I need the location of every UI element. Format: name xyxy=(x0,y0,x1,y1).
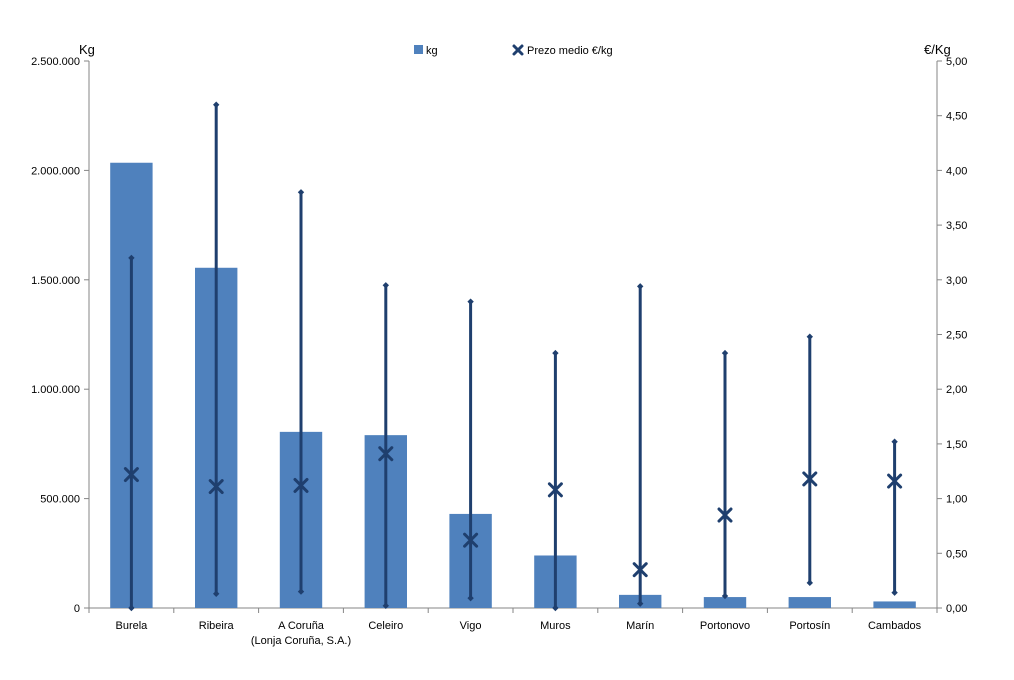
price-min-marker xyxy=(807,580,813,586)
category-label: A Coruña(Lonja Coruña, S.A.) xyxy=(251,620,351,647)
category-label: Portonovo xyxy=(700,620,750,632)
bar-kg xyxy=(873,601,915,608)
price-max-marker xyxy=(807,333,813,339)
right-axis-tick-label: 4,00 xyxy=(946,165,967,177)
price-max-marker xyxy=(467,298,473,304)
right-axis-tick-label: 5,00 xyxy=(946,56,967,68)
legend-x-icon xyxy=(514,46,522,54)
bar-kg xyxy=(789,597,831,608)
right-axis-tick-label: 2,00 xyxy=(946,384,967,396)
legend-price-marker xyxy=(514,46,522,54)
price-max-marker xyxy=(891,439,897,445)
right-axis-tick-label: 3,50 xyxy=(946,220,967,232)
right-axis-tick-label: 1,50 xyxy=(946,439,967,451)
category-label: Ribeira xyxy=(199,620,235,632)
category-label: Celeiro xyxy=(368,620,403,632)
price-max-marker xyxy=(213,102,219,108)
legend-kg-swatch xyxy=(414,45,423,54)
category-label: Muros xyxy=(540,620,571,632)
category-label: Portosín xyxy=(789,620,830,632)
bars-layer xyxy=(110,163,916,608)
left-axis-tick-label: 500.000 xyxy=(40,494,80,506)
legend-kg-label: kg xyxy=(426,45,438,57)
right-axis-tick-label: 3,00 xyxy=(946,275,967,287)
category-label: Marín xyxy=(626,620,654,632)
legend: kg Prezo medio €/kg xyxy=(414,45,613,57)
price-max-marker xyxy=(552,350,558,356)
right-axis-tick-label: 0,50 xyxy=(946,548,967,560)
price-max-marker xyxy=(637,283,643,289)
price-max-marker xyxy=(298,189,304,195)
right-axis-tick-label: 0,00 xyxy=(946,603,967,615)
labels-layer: 2.500.000 2.000.000 1.500.000 1.000.000 500.… xyxy=(31,56,967,647)
category-label: Cambados xyxy=(868,620,922,632)
left-axis-tick-label: 0 xyxy=(74,603,80,615)
right-axis-tick-label: 2,50 xyxy=(946,330,967,342)
left-axis-tick-label: 2.500.000 xyxy=(31,56,80,68)
price-range-layer xyxy=(125,102,900,612)
left-axis-tick-label: 1.500.000 xyxy=(31,275,80,287)
category-label: Burela xyxy=(116,620,149,632)
left-axis-title: Kg xyxy=(79,42,95,57)
left-axis-tick-label: 2.000.000 xyxy=(31,165,80,177)
right-axis-title: €/Kg xyxy=(924,42,951,57)
left-axis-tick-label: 1.000.000 xyxy=(31,384,80,396)
price-max-marker xyxy=(722,350,728,356)
right-axis-tick-label: 4,50 xyxy=(946,111,967,123)
price-min-marker xyxy=(891,589,897,595)
right-axis-tick-label: 1,00 xyxy=(946,494,967,506)
legend-price-label: Prezo medio €/kg xyxy=(527,45,613,57)
price-max-marker xyxy=(383,282,389,288)
category-label: Vigo xyxy=(460,620,482,632)
